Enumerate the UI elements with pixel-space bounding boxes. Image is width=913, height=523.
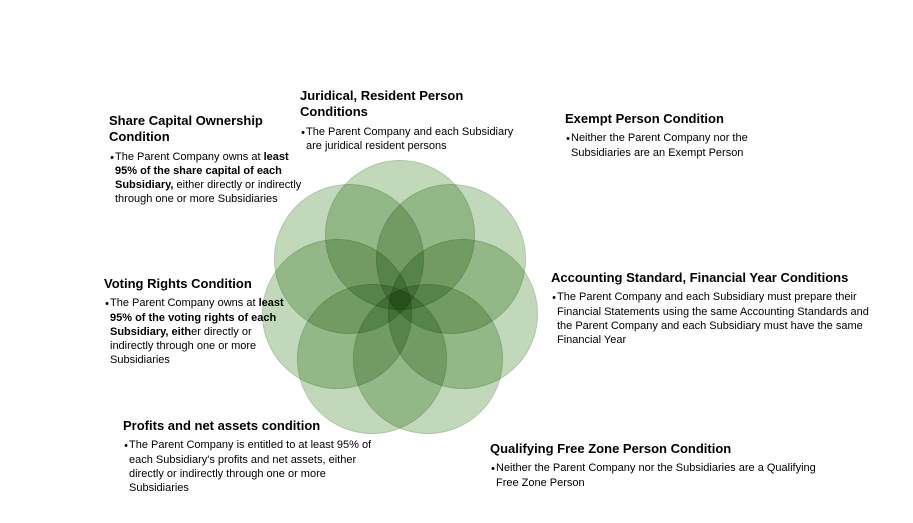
condition-bullet: •Neither the Parent Company nor the Subs… bbox=[490, 461, 840, 490]
condition-title: Exempt Person Condition bbox=[565, 111, 755, 127]
condition-bullet: •Neither the Parent Company nor the Subs… bbox=[565, 131, 755, 160]
condition-voting: Voting Rights Condition •The Parent Compa… bbox=[104, 276, 294, 368]
condition-profits: Profits and net assets condition •The Par… bbox=[123, 418, 378, 495]
condition-title: Qualifying Free Zone Person Condition bbox=[490, 441, 840, 457]
bullet-text: The Parent Company is entitled to at lea… bbox=[129, 438, 378, 495]
condition-accounting: Accounting Standard, Financial Year Cond… bbox=[551, 270, 871, 347]
bullet-text: The Parent Company and each Subsidiary m… bbox=[557, 290, 871, 347]
condition-exempt: Exempt Person Condition •Neither the Pare… bbox=[565, 111, 755, 160]
condition-qfzp: Qualifying Free Zone Person Condition •Ne… bbox=[490, 441, 840, 490]
condition-title: Profits and net assets condition bbox=[123, 418, 378, 434]
bullet-text: The Parent Company and each Subsidiary a… bbox=[306, 125, 515, 154]
venn-petal bbox=[274, 184, 424, 334]
bullet-text: Neither the Parent Company nor the Subsi… bbox=[571, 131, 755, 160]
bullet-text: The Parent Company owns at least 95% of … bbox=[115, 150, 304, 207]
condition-juridical: Juridical, Resident Person Conditions •Th… bbox=[300, 88, 515, 153]
bullet-text: Neither the Parent Company nor the Subsi… bbox=[496, 461, 840, 490]
condition-bullet: •The Parent Company owns at least 95% of… bbox=[104, 296, 294, 367]
condition-bullet: •The Parent Company is entitled to at le… bbox=[123, 438, 378, 495]
condition-title: Voting Rights Condition bbox=[104, 276, 294, 292]
condition-title: Juridical, Resident Person Conditions bbox=[300, 88, 515, 121]
condition-share: Share Capital Ownership Condition •The Pa… bbox=[109, 113, 304, 207]
condition-bullet: •The Parent Company and each Subsidiary … bbox=[551, 290, 871, 347]
condition-title: Share Capital Ownership Condition bbox=[109, 113, 304, 146]
bullet-text: The Parent Company owns at least 95% of … bbox=[110, 296, 294, 367]
condition-bullet: •The Parent Company and each Subsidiary … bbox=[300, 125, 515, 154]
condition-bullet: •The Parent Company owns at least 95% of… bbox=[109, 150, 304, 207]
condition-title: Accounting Standard, Financial Year Cond… bbox=[551, 270, 871, 286]
